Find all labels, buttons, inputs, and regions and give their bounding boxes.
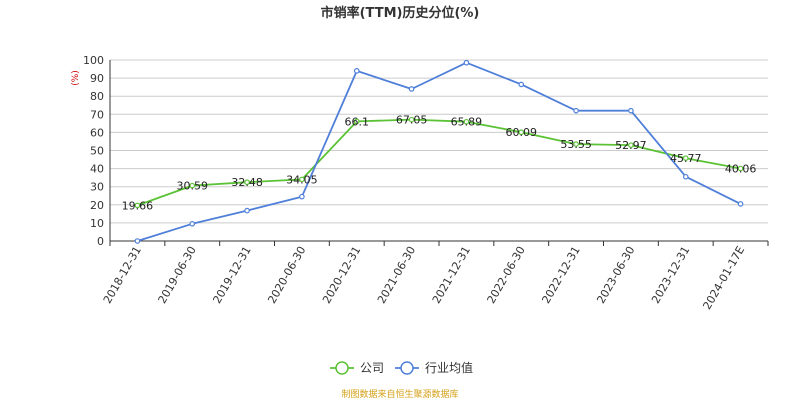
company-data-point [628,142,634,148]
y-tick-label: 10 [90,217,104,230]
company-data-label: 52.97 [615,139,647,152]
legend-label: 公司 [360,361,384,375]
company-data-label: 53.55 [560,138,592,151]
x-tick-label: 2023-12-31 [649,244,692,306]
industry-data-point [573,107,579,114]
company-data-label: 66.1 [345,115,370,128]
chart-title: 市销率(TTM)历史分位(%) [321,5,480,21]
company-data-point [573,141,579,147]
company-data-label: 34.05 [286,173,318,186]
company-data-point [244,179,250,186]
company-data-label: 32.48 [231,176,263,189]
industry-data-point [134,238,141,244]
y-tick-label: 50 [90,145,104,158]
grid-lines [110,59,768,242]
company-data-label: 30.59 [177,180,209,193]
company-data-point [134,202,141,209]
legend-label: 行业均值 [425,360,473,375]
y-axis-unit-label: (%) [71,70,81,86]
y-tick-label: 0 [97,235,104,248]
x-tick-labels: 2018-12-31 2019-06-30 2019-12-31 2020-06-30… [101,244,747,312]
company-data-point [518,129,525,136]
y-tick-label: 30 [90,181,104,194]
company-data-label: 65.89 [451,116,483,129]
industry-data-point [628,107,634,114]
y-tick-label: 100 [83,54,104,67]
legend: 公司 行业均值 [330,360,473,375]
legend-marker [400,361,414,375]
y-tick-label: 20 [90,199,104,212]
industry-data-point [518,81,525,88]
x-tick-label: 2020-12-31 [320,244,363,306]
company-data-label: 40.06 [725,162,757,175]
industry-data-point [353,68,360,74]
industry-data-point [463,59,470,66]
company-data-point [299,176,305,183]
data-source-footer: 制图数据来自恒生聚源数据库 [341,388,458,400]
legend-marker [335,361,349,375]
company-data-label: 60.09 [506,126,538,139]
x-tick-label: 2022-06-30 [485,244,528,306]
company-data-point [353,118,360,125]
data-labels: 19.66 30.59 32.48 34.05 66.1 67.05 65.89 60.09 5… [122,114,757,213]
x-tick-label: 2021-06-30 [375,244,418,306]
industry-series-line [137,61,742,242]
x-tick-label: 2023-06-30 [594,244,637,306]
y-tick-label: 40 [90,163,104,176]
y-tick-label: 90 [90,72,104,85]
x-tick-label: 2020-06-30 [265,244,308,306]
industry-data-point [737,201,744,207]
axes [109,60,769,246]
company-data-label: 67.05 [396,114,428,127]
industry-data-point [244,207,250,214]
x-tick-label: 2024-01-17E [700,244,747,312]
industry-data-point [682,173,689,180]
company-data-label: 45.77 [670,152,702,165]
y-tick-label: 60 [90,126,104,139]
series-layer [134,59,744,244]
company-data-point [682,155,689,161]
company-data-point [737,165,744,172]
industry-data-point [299,193,305,200]
company-data-point [463,118,470,125]
x-tick-label: 2018-12-31 [101,244,144,306]
x-tick-label: 2022-12-31 [539,244,582,306]
x-tick-label: 2019-06-30 [156,244,199,306]
company-data-point [408,116,415,123]
x-tick-label: 2021-12-31 [430,244,473,306]
y-tick-label: 70 [90,108,104,121]
company-data-point [189,182,196,189]
industry-data-point [408,86,415,92]
company-data-label: 19.66 [122,199,154,212]
company-series-line [137,118,741,207]
x-tick-label: 2019-12-31 [210,244,253,306]
industry-data-point [189,221,196,227]
y-tick-labels: 0 10 20 30 40 50 60 70 80 90 100 [83,54,104,248]
y-tick-label: 80 [90,90,104,103]
